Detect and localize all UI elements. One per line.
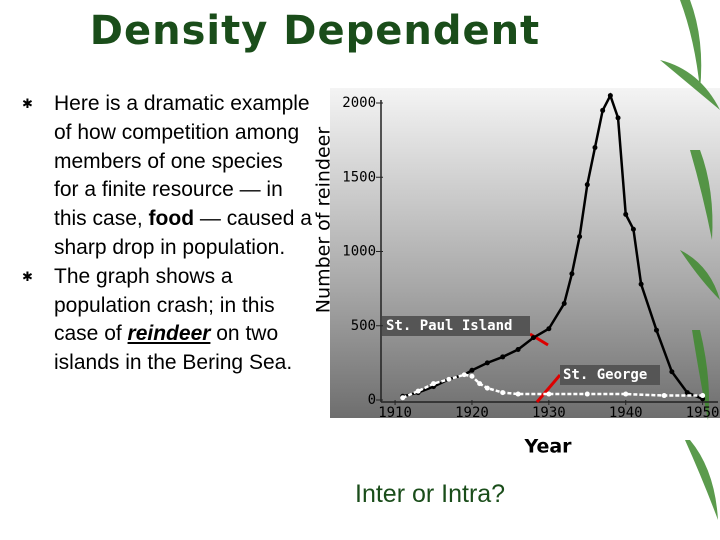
text: Here is a dramatic example of how compet… [54, 92, 310, 231]
text: The graph shows a population crash; in t… [54, 264, 275, 346]
data-point [431, 381, 437, 387]
y-tick-label: 2000 [342, 95, 376, 111]
data-point [546, 391, 552, 397]
data-point [461, 372, 467, 378]
data-point [584, 182, 590, 188]
data-point [700, 393, 706, 399]
data-point [569, 271, 575, 277]
y-tick-label: 0 [368, 392, 376, 408]
y-tick-label: 1500 [342, 169, 376, 185]
data-point [530, 335, 536, 341]
data-point [515, 391, 521, 397]
bullet: The graph shows a population crash; in t… [22, 263, 312, 378]
data-point [400, 395, 406, 401]
y-tick-label: 500 [351, 318, 376, 334]
data-point [600, 107, 606, 113]
data-point [684, 390, 690, 396]
data-point [623, 211, 629, 217]
data-point [500, 354, 506, 360]
x-tick-label: 1950 [686, 405, 720, 421]
x-axis-title: Year [523, 436, 572, 458]
series-label: St. George [563, 367, 647, 383]
x-tick-label: 1910 [378, 405, 412, 421]
data-point [623, 391, 629, 397]
data-point [592, 145, 598, 151]
data-point [515, 347, 521, 353]
bullet-list: Here is a dramatic example of how compet… [22, 90, 312, 378]
data-point [484, 360, 490, 366]
data-point [669, 369, 675, 375]
y-tick-label: 1000 [342, 244, 376, 260]
data-point [638, 281, 644, 287]
data-point [615, 115, 621, 121]
text: food [148, 207, 195, 231]
data-point [415, 388, 421, 394]
data-point [584, 391, 590, 397]
data-point [477, 381, 483, 387]
data-point [484, 385, 490, 391]
text: — caused a sharp drop in population. [54, 207, 312, 259]
x-tick-label: 1920 [455, 405, 489, 421]
bullet: Here is a dramatic example of how compet… [22, 90, 312, 263]
label-box [560, 365, 660, 385]
text: reindeer [127, 322, 211, 346]
slide-title: Density Dependent [89, 8, 541, 54]
data-point [546, 326, 552, 332]
x-tick-label: 1940 [609, 405, 643, 421]
question: Inter or Intra? [355, 480, 506, 508]
x-tick-label: 1930 [532, 405, 566, 421]
label-box [382, 316, 530, 336]
data-point [661, 393, 667, 399]
data-point [607, 93, 613, 99]
data-point [561, 300, 567, 306]
annotation-pointer [535, 374, 562, 403]
y-axis-title: Number of reindeer [313, 127, 335, 314]
data-point [577, 234, 583, 240]
data-point [469, 373, 475, 379]
data-point [469, 367, 475, 373]
chart-background [330, 88, 720, 418]
data-point [446, 376, 452, 382]
series-label: St. Paul Island [386, 318, 512, 334]
data-point [630, 226, 636, 232]
data-point [500, 390, 506, 396]
text: on two islands in the Bering Sea. [54, 322, 293, 375]
data-point [653, 327, 659, 333]
